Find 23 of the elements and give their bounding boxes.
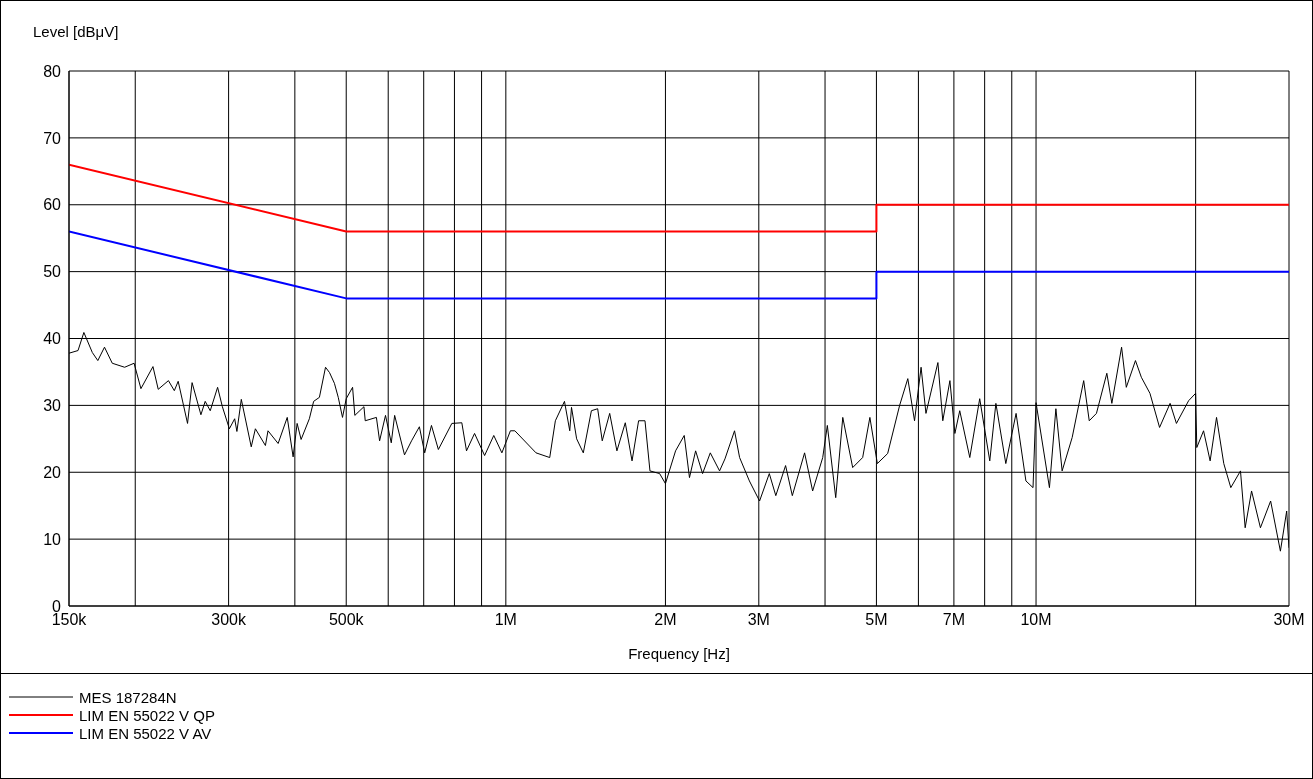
x-axis-title: Frequency [Hz] [628, 645, 730, 662]
y-tick-label: 30 [43, 397, 62, 415]
x-tick-label: 3M [747, 611, 770, 629]
x-tick-label: 7M [942, 611, 966, 629]
y-tick-label: 10 [43, 530, 62, 548]
y-tick-label: 50 [43, 263, 62, 281]
y-axis-title: Level [dBμV] [33, 23, 119, 40]
x-tick-label: 1M [494, 611, 517, 629]
y-tick-label: 80 [43, 62, 62, 80]
x-tick-label: 150k [51, 611, 88, 629]
x-tick-label: 10M [1020, 611, 1052, 629]
x-tick-label: 500k [328, 611, 365, 629]
legend-label: LIM EN 55022 V QP [79, 706, 215, 724]
x-tick-label: 2M [654, 611, 677, 629]
legend-label: MES 187284N [79, 688, 177, 706]
y-tick-label: 40 [43, 330, 62, 348]
x-tick-label: 300k [211, 611, 247, 629]
y-tick-label: 70 [43, 129, 62, 147]
y-tick-label: 20 [43, 463, 62, 481]
x-tick-label: 30M [1273, 611, 1305, 629]
legend-label: LIM EN 55022 V AV [79, 724, 212, 742]
x-tick-label: 5M [865, 611, 888, 629]
y-tick-label: 60 [43, 196, 62, 214]
